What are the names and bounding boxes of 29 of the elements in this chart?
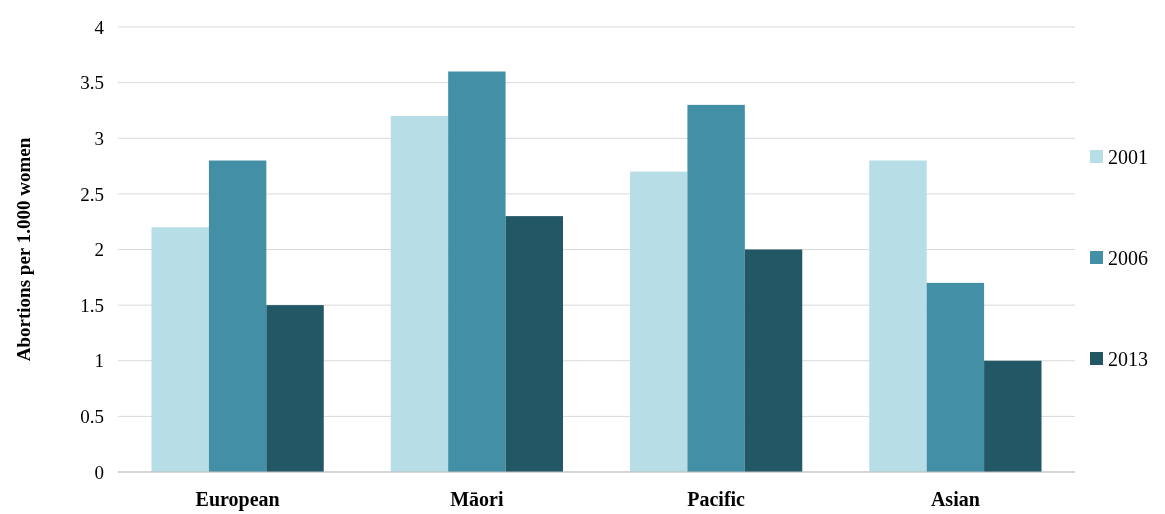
bar — [390, 116, 449, 472]
x-tick-label: European — [195, 488, 280, 511]
bar — [984, 360, 1042, 472]
legend-label: 2013 — [1108, 348, 1148, 370]
y-tick-label: 0 — [94, 461, 104, 483]
bar — [505, 216, 564, 472]
bar — [926, 282, 985, 472]
y-tick-label: 4 — [94, 16, 105, 38]
y-tick-label: 2 — [94, 239, 104, 261]
y-axis-title: Abortions per 1.000 women — [13, 137, 34, 362]
bar — [448, 71, 506, 472]
bar — [744, 249, 803, 472]
y-tick-label: 2.5 — [80, 183, 104, 205]
y-tick-label: 0.5 — [80, 406, 104, 428]
y-tick-label: 1.5 — [80, 294, 104, 316]
bar — [687, 104, 745, 472]
bar — [151, 227, 209, 472]
legend-label: 2006 — [1108, 247, 1148, 269]
x-tick-label: Māori — [450, 488, 504, 510]
y-tick-label: 3 — [94, 127, 104, 149]
x-tick-label: Pacific — [687, 488, 746, 510]
y-tick-label: 3.5 — [80, 72, 104, 94]
bar — [869, 160, 927, 472]
x-tick-label: Asian — [930, 488, 980, 510]
legend-label: 2001 — [1108, 146, 1148, 168]
bar — [208, 160, 267, 472]
y-tick-label: 1 — [94, 350, 104, 372]
bar — [630, 171, 688, 472]
bar — [266, 305, 324, 472]
